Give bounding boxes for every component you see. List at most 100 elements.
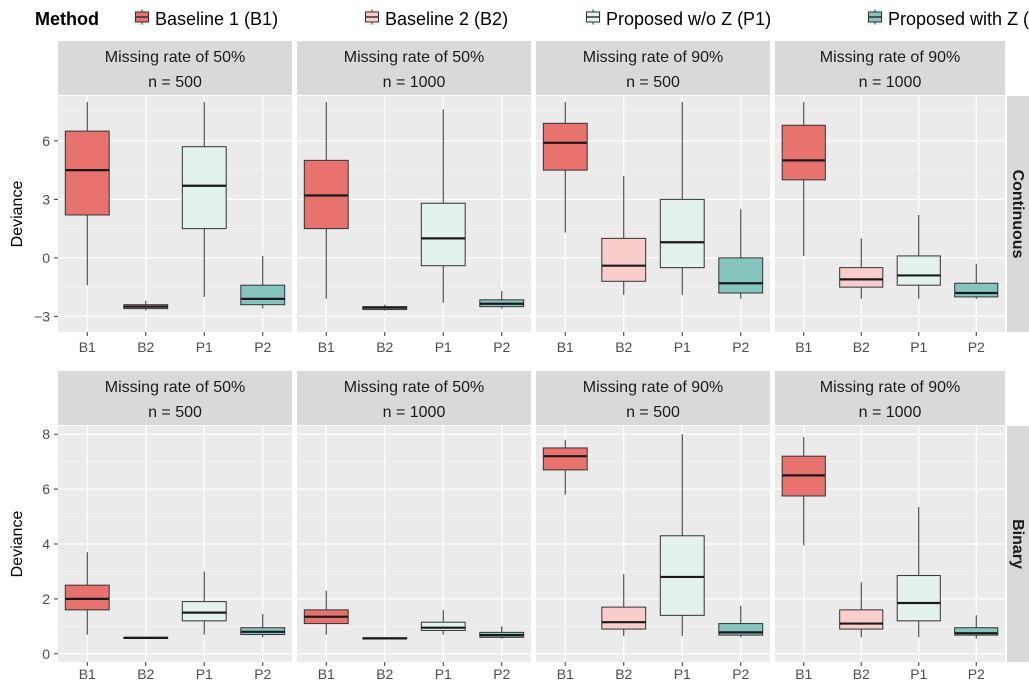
- y-tick-label: 8: [42, 426, 50, 442]
- box-body: [954, 282, 999, 298]
- box-body: [64, 130, 110, 216]
- y-tick-label: −3: [34, 308, 50, 324]
- panel: Missing rate of 50% n = 500 B1 B2 P1 P2: [58, 371, 292, 682]
- box-p2: [240, 613, 286, 638]
- x-tick-label: B1: [795, 339, 812, 355]
- x-tick-label: P1: [196, 666, 213, 682]
- legend-label: Proposed w/o Z (P1): [606, 9, 771, 29]
- box-b2: [362, 304, 408, 311]
- panel-strip-label: n = 1000: [383, 404, 446, 421]
- x-tick-label: B2: [137, 666, 154, 682]
- box-body: [954, 627, 999, 636]
- panel: Missing rate of 90% n = 1000 B1 B2 P1 P2: [775, 41, 1005, 355]
- box-body: [659, 535, 705, 616]
- x-tick-label: B2: [376, 666, 393, 682]
- x-tick-label: B1: [318, 666, 335, 682]
- facet-grid: Deviance −3 0 3 6 Continuous Missing rate of 5…: [9, 41, 1029, 682]
- panel-strip-label: Missing rate of 50%: [344, 49, 485, 66]
- facet-row-strip: [1007, 96, 1029, 332]
- box-b2: [123, 636, 169, 639]
- box-b1: [542, 439, 588, 495]
- panel-strip-label: Missing rate of 90%: [583, 49, 724, 66]
- legend: Method Baseline 1 (B1) Baseline 2 (B2) Prop…: [35, 9, 1029, 29]
- box-body: [181, 601, 227, 622]
- x-tick-label: P2: [968, 666, 985, 682]
- box-p2: [718, 209, 764, 299]
- box-p1: [181, 571, 227, 635]
- panel-strip-label: n = 500: [626, 404, 680, 421]
- facet-row-strip: [1007, 426, 1029, 662]
- box-body: [420, 202, 466, 267]
- x-tick-label: B1: [557, 339, 574, 355]
- legend-item: Baseline 1 (B1): [134, 9, 278, 29]
- panel-strip: [58, 41, 292, 95]
- box-body: [240, 284, 286, 306]
- box-body: [601, 237, 647, 282]
- box-p1: [659, 101, 705, 295]
- panel-strip: [297, 371, 531, 425]
- x-tick-label: P2: [254, 339, 271, 355]
- panel-strip-label: Missing rate of 50%: [105, 49, 246, 66]
- panel-strip: [297, 41, 531, 95]
- x-tick-label: P2: [732, 339, 749, 355]
- x-tick-label: P1: [435, 666, 452, 682]
- legend-item: Baseline 2 (B2): [364, 9, 508, 29]
- box-body: [542, 122, 588, 171]
- x-tick-label: B2: [137, 339, 154, 355]
- box-body: [601, 606, 647, 630]
- panel: Missing rate of 90% n = 500 B1 B2 P1 P2: [536, 41, 770, 355]
- y-tick-label: 0: [42, 646, 50, 662]
- box-body: [781, 124, 826, 181]
- box-p2: [954, 263, 999, 299]
- x-tick-label: B1: [795, 666, 812, 682]
- legend-title: Method: [35, 9, 99, 29]
- y-tick-label: 2: [42, 591, 50, 607]
- y-axis-label: Deviance: [9, 511, 26, 578]
- box-body: [718, 257, 764, 294]
- x-tick-label: B1: [318, 339, 335, 355]
- box-body: [718, 623, 764, 636]
- y-tick-label: 6: [42, 481, 50, 497]
- box-b2: [601, 175, 647, 295]
- panel: Missing rate of 50% n = 1000 B1 B2 P1 P2: [297, 41, 531, 355]
- box-body: [896, 575, 941, 622]
- panel: Missing rate of 50% n = 1000 B1 B2 P1 P2: [297, 371, 531, 682]
- x-tick-label: P1: [910, 666, 927, 682]
- box-body: [839, 609, 884, 630]
- legend-label: Baseline 1 (B1): [155, 9, 278, 29]
- box-b1: [542, 101, 588, 233]
- legend-item: Proposed w/o Z (P1): [585, 9, 771, 29]
- box-b2: [839, 238, 884, 299]
- box-b1: [303, 590, 349, 635]
- box-body: [896, 255, 941, 286]
- box-p2: [954, 615, 999, 639]
- panel-strip-label: n = 500: [148, 404, 202, 421]
- x-tick-label: B1: [79, 666, 96, 682]
- box-b1: [303, 101, 349, 299]
- box-b2: [601, 574, 647, 636]
- box-body: [839, 267, 884, 288]
- y-tick-label: 4: [42, 536, 50, 552]
- panel-strip-label: n = 500: [626, 74, 680, 91]
- x-tick-label: P2: [254, 666, 271, 682]
- box-body: [542, 447, 588, 471]
- x-tick-label: B2: [853, 666, 870, 682]
- facet-row-continuous: Deviance −3 0 3 6 Continuous Missing rate of 5…: [9, 41, 1029, 355]
- box-b1: [64, 101, 110, 286]
- box-p1: [896, 506, 941, 638]
- y-axis-label: Deviance: [9, 181, 26, 248]
- box-p1: [896, 214, 941, 299]
- panel-strip: [58, 371, 292, 425]
- box-b1: [781, 101, 826, 256]
- legend-label: Proposed with Z (P2): [888, 9, 1029, 29]
- x-tick-label: P1: [910, 339, 927, 355]
- x-tick-label: B2: [615, 339, 632, 355]
- panel-strip-label: n = 1000: [859, 404, 922, 421]
- box-p1: [181, 101, 227, 297]
- panel: Missing rate of 90% n = 500 B1 B2 P1 P2: [536, 371, 770, 682]
- legend-label: Baseline 2 (B2): [385, 9, 508, 29]
- panel-strip-label: Missing rate of 90%: [820, 49, 961, 66]
- x-tick-label: B1: [79, 339, 96, 355]
- box-body: [64, 584, 110, 611]
